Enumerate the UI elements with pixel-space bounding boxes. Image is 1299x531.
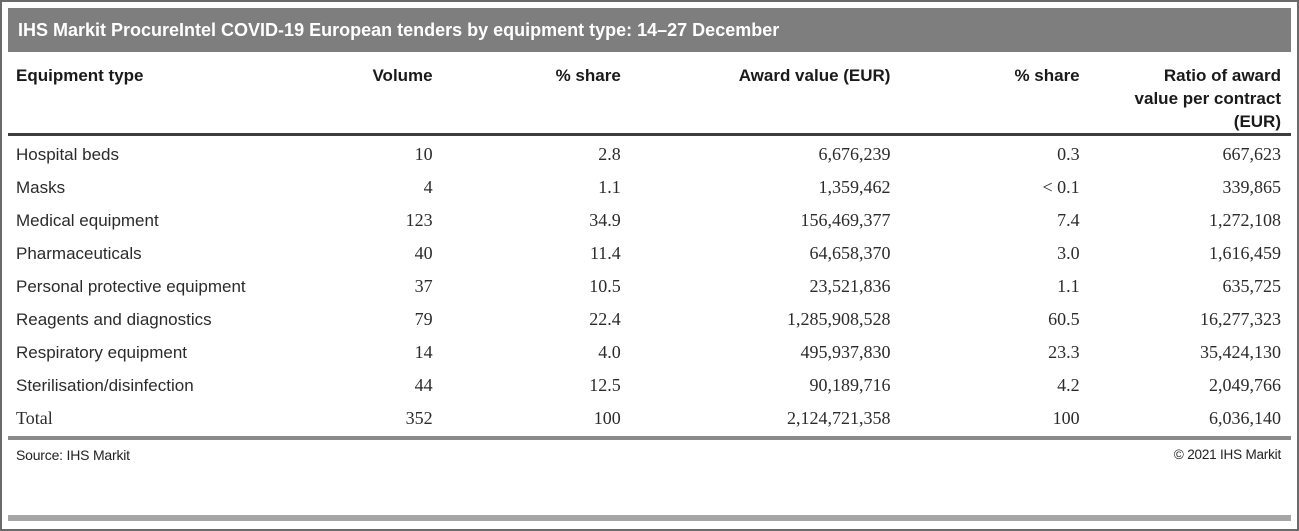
cell-volume-share: 12.5 [589, 375, 621, 395]
table-row: Reagents and diagnostics 79 22.4 1,285,908,… [8, 303, 1291, 336]
table-row: Medical equipment 123 34.9 156,469,377 7.4 1,… [8, 204, 1291, 237]
cell-volume-share: 10.5 [589, 276, 621, 296]
cell-ratio-per-contract: 667,623 [1222, 144, 1282, 164]
table-footer: Total 352 100 2,124,721,358 100 6,036,14… [8, 402, 1291, 440]
cell-award-share: 23.3 [1048, 342, 1080, 362]
cell-ratio-per-contract: 1,272,108 [1209, 210, 1281, 230]
cell-ratio-per-contract: 2,049,766 [1209, 375, 1281, 395]
cell-award-value: 156,469,377 [800, 210, 891, 230]
cell-award-share: 4.2 [1057, 375, 1080, 395]
cell-equipment-type: Hospital beds [16, 145, 120, 164]
table-row: Personal protective equipment 37 10.5 23,52… [8, 270, 1291, 303]
cell-equipment-type: Sterilisation/disinfection [16, 376, 194, 395]
cell-volume: 44 [414, 375, 433, 395]
cell-ratio-per-contract: 635,725 [1222, 276, 1282, 296]
cell-volume: 37 [414, 276, 433, 296]
table-title-bar: IHS Markit ProcureIntel COVID-19 Europea… [8, 8, 1291, 52]
table-body: Hospital beds 10 2.8 6,676,239 0.3 667,623 Mas… [8, 135, 1291, 403]
cell-volume: 10 [414, 144, 433, 164]
cell-ratio-per-contract: 339,865 [1222, 177, 1282, 197]
table-row: Respiratory equipment 14 4.0 495,937,830 23.… [8, 336, 1291, 369]
cell-total-ratio-per-contract: 6,036,140 [1079, 402, 1291, 440]
cell-ratio-per-contract: 1,616,459 [1209, 243, 1281, 263]
total-row: Total 352 100 2,124,721,358 100 6,036,14… [8, 402, 1291, 440]
cell-volume-share: 34.9 [589, 210, 621, 230]
cell-award-share: 0.3 [1057, 144, 1080, 164]
cell-award-share: 60.5 [1048, 309, 1080, 329]
col-header-volume: Volume [340, 52, 433, 136]
cell-equipment-type: Respiratory equipment [16, 343, 188, 362]
col-header-volume-share: % share [432, 52, 621, 136]
table-footnote: Source: IHS Markit © 2021 IHS Markit [8, 440, 1291, 463]
cell-ratio-per-contract: 35,424,130 [1200, 342, 1281, 362]
col-header-award-share: % share [890, 52, 1080, 136]
cell-total-award-value: 2,124,721,358 [620, 402, 891, 440]
cell-total-award-share: 100 [890, 402, 1080, 440]
cell-award-value: 1,359,462 [818, 177, 891, 197]
cell-volume: 14 [414, 342, 433, 362]
table-row: Masks 4 1.1 1,359,462 < 0.1 339,865 [8, 171, 1291, 204]
tenders-table: Equipment type Volume % share Award valu… [8, 52, 1291, 440]
cell-equipment-type: Masks [16, 178, 66, 197]
cell-equipment-type: Reagents and diagnostics [16, 310, 212, 329]
cell-equipment-type: Pharmaceuticals [16, 244, 142, 263]
cell-volume-share: 2.8 [598, 144, 621, 164]
cell-volume: 123 [405, 210, 433, 230]
cell-volume: 79 [414, 309, 433, 329]
cell-award-share: < 0.1 [1042, 177, 1080, 197]
cell-award-value: 1,285,908,528 [786, 309, 891, 329]
cell-award-value: 495,937,830 [800, 342, 891, 362]
cell-ratio-per-contract: 16,277,323 [1200, 309, 1281, 329]
cell-volume-share: 11.4 [589, 243, 621, 263]
cell-volume: 4 [423, 177, 433, 197]
cell-volume-share: 22.4 [589, 309, 621, 329]
table-row: Pharmaceuticals 40 11.4 64,658,370 3.0 1,616,… [8, 237, 1291, 270]
col-header-equipment-type: Equipment type [8, 52, 341, 136]
cell-award-value: 90,189,716 [809, 375, 891, 395]
cell-total-label: Total [8, 402, 341, 440]
col-header-ratio-per-contract-text: Ratio of award value per contract (EUR) [1134, 66, 1281, 131]
cell-volume-share: 4.0 [598, 342, 621, 362]
table-header: Equipment type Volume % share Award valu… [8, 52, 1291, 136]
cell-equipment-type: Medical equipment [16, 211, 159, 230]
cell-award-value: 6,676,239 [818, 144, 891, 164]
cell-equipment-type: Personal protective equipment [16, 277, 246, 296]
cell-award-value: 64,658,370 [809, 243, 891, 263]
cell-total-volume: 352 [340, 402, 433, 440]
cell-volume: 40 [414, 243, 433, 263]
cell-award-share: 1.1 [1057, 276, 1080, 296]
table-row: Hospital beds 10 2.8 6,676,239 0.3 667,623 [8, 135, 1291, 172]
cell-total-volume-share: 100 [432, 402, 621, 440]
col-header-ratio-per-contract: Ratio of award value per contract (EUR) [1079, 52, 1291, 136]
cell-award-value: 23,521,836 [809, 276, 891, 296]
copyright-note: © 2021 IHS Markit [1173, 447, 1281, 462]
source-note: Source: IHS Markit [16, 447, 130, 463]
col-header-award-value: Award value (EUR) [620, 52, 891, 136]
cell-award-share: 3.0 [1057, 243, 1080, 263]
header-row: Equipment type Volume % share Award valu… [8, 52, 1291, 136]
cell-award-share: 7.4 [1057, 210, 1080, 230]
cell-volume-share: 1.1 [598, 177, 621, 197]
table-row: Sterilisation/disinfection 44 12.5 90,189,7… [8, 369, 1291, 402]
table-title: IHS Markit ProcureIntel COVID-19 Europea… [18, 20, 780, 40]
bottom-rule [8, 515, 1291, 521]
